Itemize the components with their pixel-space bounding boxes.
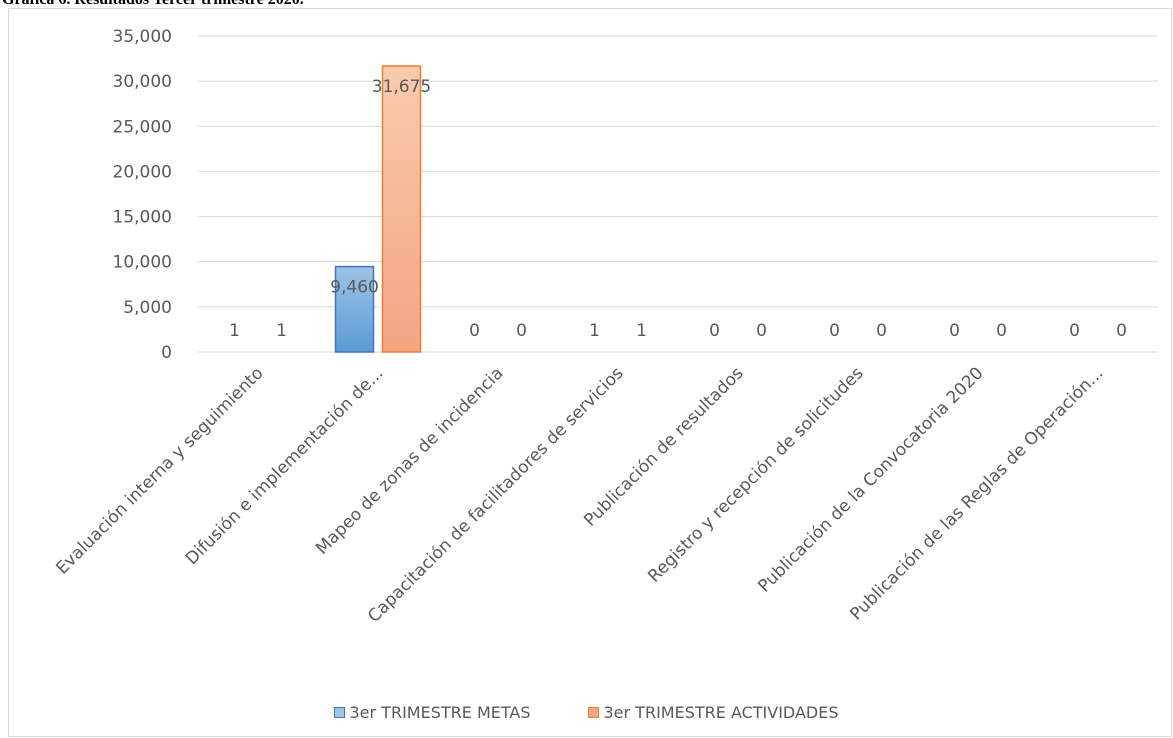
data-label: 1: [589, 321, 600, 341]
x-tick-label: Publicación de la Convocatoria 2020: [754, 363, 987, 596]
x-tick-label: Difusión e implementación de...: [182, 363, 388, 569]
y-tick-label: 20,000: [113, 162, 172, 182]
data-label: 0: [709, 321, 720, 341]
y-tick-label: 30,000: [113, 72, 172, 92]
legend-item-metas: 3er TRIMESTRE METAS: [334, 703, 530, 722]
data-label: 0: [996, 321, 1007, 341]
chart-frame: [8, 8, 1172, 737]
y-tick-label: 0: [161, 343, 172, 363]
legend-label-actividades: 3er TRIMESTRE ACTIVIDADES: [603, 702, 839, 722]
x-axis-ticks: Evaluación interna y seguimientoDifusión…: [52, 363, 1107, 627]
data-label: 9,460: [330, 278, 379, 298]
bars: [334, 65, 422, 353]
y-tick-label: 25,000: [113, 117, 172, 137]
data-label: 0: [1116, 321, 1127, 341]
y-tick-label: 10,000: [113, 253, 172, 273]
y-tick-label: 35,000: [113, 27, 172, 47]
data-label: 1: [276, 321, 287, 341]
x-tick-label: Capacitación de facilitadores de servici…: [364, 363, 628, 627]
figure-caption: Gráfica 6. Resultados Tercer trimestre 2…: [2, 0, 304, 9]
legend-label-metas: 3er TRIMESTRE METAS: [349, 702, 531, 722]
y-tick-label: 5,000: [123, 298, 172, 318]
y-axis-ticks: 0 5,000 10,000 15,000 20,000 25,000 30,000 35,0…: [113, 27, 172, 363]
data-label: 0: [829, 321, 840, 341]
legend-swatch-metas: [334, 706, 346, 718]
legend-swatch-actividades: [588, 706, 600, 718]
x-tick-label: Evaluación interna y seguimiento: [52, 363, 267, 578]
x-tick-label: Mapeo de zonas de incidencia: [312, 363, 507, 558]
data-label: 0: [949, 321, 960, 341]
bar: [334, 265, 375, 353]
data-label: 0: [756, 321, 767, 341]
x-tick-label: Publicación de las Reglas de Operación..…: [846, 363, 1107, 624]
data-label: 0: [516, 321, 527, 341]
data-label: 0: [469, 321, 480, 341]
data-label: 1: [636, 321, 647, 341]
data-label: 31,675: [372, 77, 431, 97]
legend: 3er TRIMESTRE METAS 3er TRIMESTRE ACTIVI…: [0, 700, 1173, 724]
y-tick-label: 15,000: [113, 208, 172, 228]
legend-item-actividades: 3er TRIMESTRE ACTIVIDADES: [588, 702, 839, 722]
data-label: 1: [229, 321, 240, 341]
x-tick-label: Registro y recepción de solicitudes: [644, 363, 867, 586]
data-label: 0: [1069, 321, 1080, 341]
data-labels: 1 1 9,460 31,675 0 0 1 1 0 0 0 0 0 0 0 0: [229, 77, 1127, 341]
bar: [381, 65, 422, 353]
data-label: 0: [876, 321, 887, 341]
